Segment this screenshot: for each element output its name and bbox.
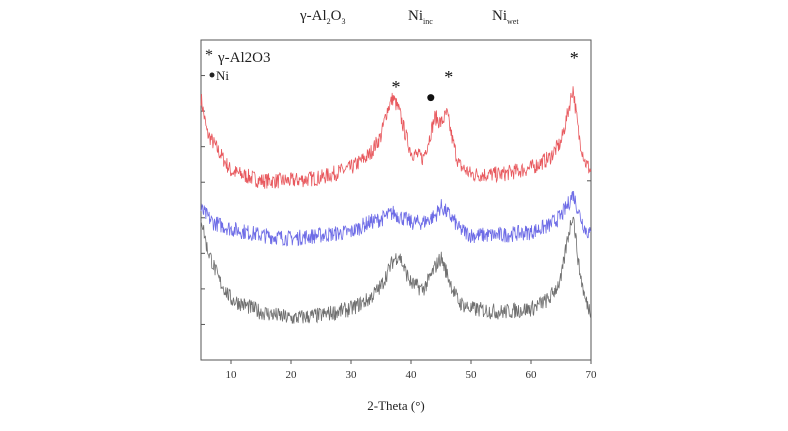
x-tick-label-20: 20	[286, 369, 298, 381]
series-layer	[200, 86, 592, 324]
y-axis-ticks	[201, 75, 591, 325]
peak-marker-1: *	[392, 77, 401, 97]
x-axis-title: 2-Theta (°)	[367, 398, 425, 413]
series-line-2	[200, 190, 592, 247]
legend: * γ-Al2O3 Ni	[205, 47, 270, 83]
legend-star-label: γ-Al2O3	[217, 50, 270, 66]
x-tick-label-60: 60	[526, 369, 538, 381]
header-gamma-alumina: γ-Al2O3	[300, 8, 346, 26]
series-line-1	[200, 86, 592, 189]
peak-annotations: * * *	[392, 48, 579, 102]
peak-marker-2	[427, 94, 435, 102]
legend-dot-icon	[209, 72, 215, 78]
x-axis-ticks: 10 20 30 40 50 60 70	[226, 360, 598, 381]
header-ni-wet: Niwet	[492, 8, 519, 26]
plot-frame	[200, 39, 592, 361]
x-tick-label-50: 50	[466, 369, 478, 381]
peak-marker-3: *	[444, 67, 453, 87]
series-line-3	[200, 216, 592, 324]
x-tick-label-70: 70	[586, 369, 598, 381]
x-tick-label-10: 10	[226, 369, 238, 381]
x-tick-label-40: 40	[406, 369, 418, 381]
legend-star-symbol: *	[205, 47, 213, 64]
x-tick-label-30: 30	[346, 369, 358, 381]
peak-marker-4: *	[570, 48, 579, 68]
legend-dot-label: Ni	[216, 68, 229, 83]
header-ni-inc: Niinc	[408, 8, 433, 26]
